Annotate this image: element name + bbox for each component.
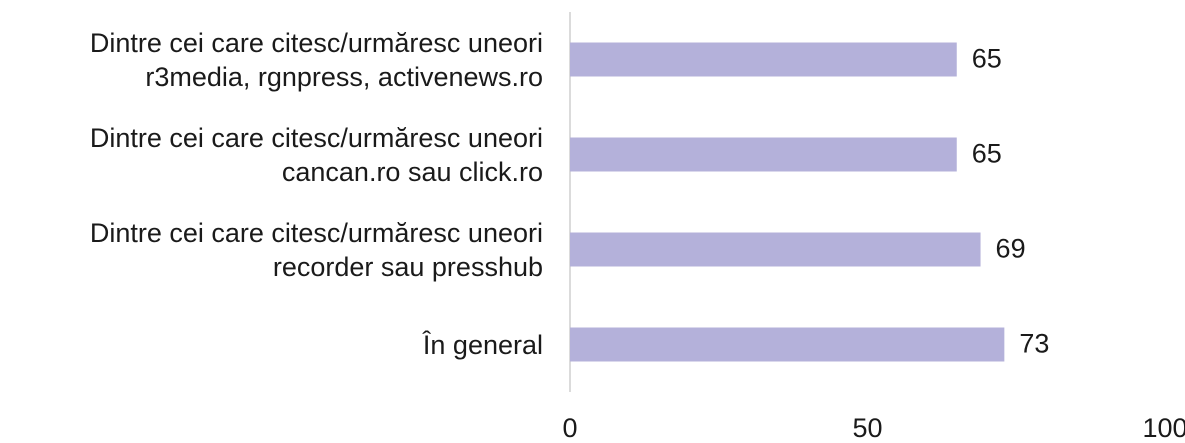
bar — [570, 232, 981, 267]
value-label: 65 — [972, 44, 1002, 74]
x-tick-label: 50 — [852, 413, 882, 443]
value-label: 73 — [1019, 329, 1049, 359]
category-label: Dintre cei care citesc/urmăresc uneori r… — [89, 27, 543, 92]
bar — [570, 137, 957, 172]
category-label: În general — [422, 329, 543, 360]
category-label: Dintre cei care citesc/urmăresc uneori r… — [89, 217, 543, 282]
x-tick-label: 100 — [1142, 413, 1185, 443]
value-label: 65 — [972, 139, 1002, 169]
value-label: 69 — [996, 234, 1026, 264]
bar — [570, 42, 957, 77]
category-label: Dintre cei care citesc/urmăresc uneori c… — [89, 122, 543, 187]
x-tick-label: 0 — [562, 413, 577, 443]
bar — [570, 327, 1005, 362]
